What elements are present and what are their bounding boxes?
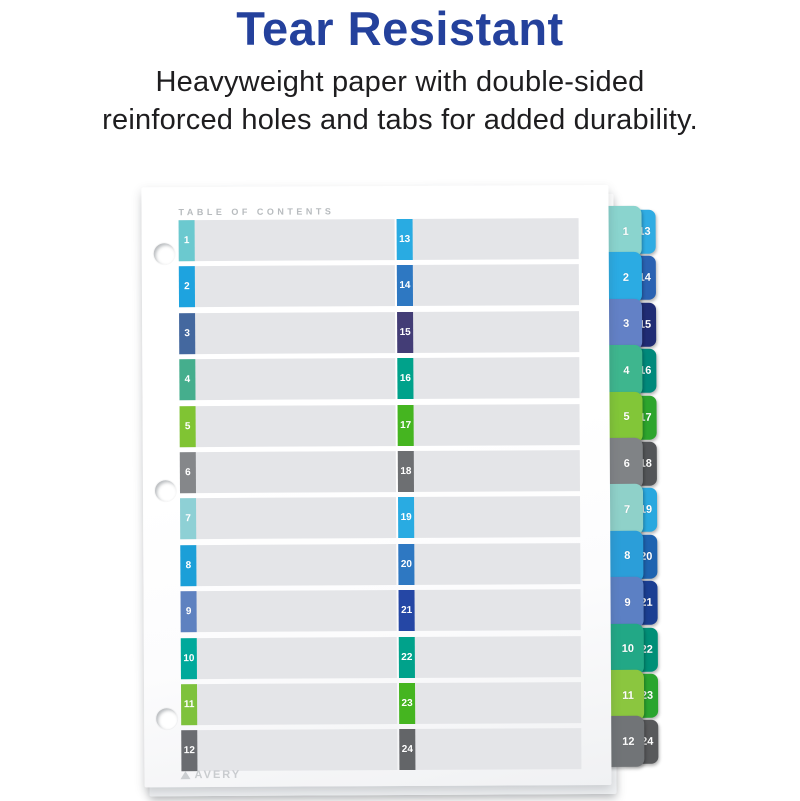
toc-line-23 (398, 682, 582, 725)
toc-line-22 (398, 635, 581, 678)
toc-row-2: 2 14 (142, 264, 609, 308)
row-number-23: 23 (398, 682, 416, 725)
row-number-18: 18 (397, 450, 414, 493)
row-number-13: 13 (396, 218, 413, 261)
divider-product-photo: 13 14 15 16 17 18 19 20 21 22 23 24 1 2 3 4 5 6 7 8 9 10 11 12 … (141, 184, 674, 801)
avery-triangle-icon (180, 771, 191, 780)
toc-line-12 (181, 729, 398, 772)
row-number-24: 24 (399, 729, 416, 771)
toc-line-5 (179, 404, 396, 447)
toc-line-11 (180, 683, 398, 726)
toc-line-17 (397, 403, 580, 446)
avery-logo-text: AVERY (194, 768, 242, 782)
row-number-22: 22 (398, 636, 415, 678)
row-number-2: 2 (178, 266, 196, 308)
toc-line-3 (179, 311, 396, 354)
row-number-10: 10 (180, 637, 197, 679)
punch-hole-bottom (156, 708, 178, 730)
toc-row-12: 12 24 (144, 728, 611, 772)
row-number-19: 19 (398, 497, 415, 539)
toc-line-18 (397, 450, 580, 493)
subtitle-line-2: reinforced holes and tabs for added dura… (102, 104, 698, 136)
toc-rows: 1 13 2 14 3 15 4 16 5 17 6 18 7 19 8 20 9 21 10 22 11 23 12 24 (141, 185, 608, 772)
row-number-14: 14 (396, 265, 414, 307)
toc-line-10 (180, 636, 397, 679)
toc-row-3: 3 15 (142, 310, 609, 354)
toc-line-7 (180, 497, 397, 540)
subtitle-line-1: Heavyweight paper with double-sided (155, 66, 645, 98)
row-number-5: 5 (179, 405, 196, 447)
row-number-11: 11 (180, 684, 198, 726)
row-number-1: 1 (178, 220, 195, 262)
punch-hole-middle (154, 480, 177, 502)
toc-row-11: 11 23 (144, 682, 611, 726)
punch-hole-top (153, 243, 175, 265)
toc-row-5: 5 17 (143, 403, 610, 447)
toc-line-8 (180, 543, 397, 586)
toc-line-19 (398, 496, 581, 539)
row-number-16: 16 (397, 358, 414, 400)
toc-line-1 (178, 219, 395, 262)
toc-line-24 (399, 728, 582, 771)
row-number-15: 15 (397, 311, 414, 353)
toc-heading: TABLE OF CONTENTS (178, 206, 335, 218)
page-title: Tear Resistant (236, 2, 564, 55)
toc-line-2 (178, 265, 396, 308)
table-of-contents-sheet: TABLE OF CONTENTS 1 13 2 14 3 15 4 16 5 17 6 18 7 19 8… (141, 184, 612, 788)
toc-row-7: 7 19 (143, 496, 610, 540)
toc-line-20 (398, 542, 581, 585)
marketing-header: Tear Resistant Heavyweight paper with do… (0, 0, 800, 139)
row-number-17: 17 (397, 404, 414, 446)
row-number-3: 3 (179, 312, 196, 354)
row-number-8: 8 (180, 544, 197, 586)
toc-row-1: 1 13 (142, 218, 609, 262)
row-number-21: 21 (398, 590, 415, 632)
toc-row-10: 10 22 (144, 635, 611, 679)
toc-line-16 (397, 357, 580, 400)
row-number-6: 6 (179, 452, 196, 494)
page-subtitle: Heavyweight paper with double-sided rein… (0, 63, 800, 139)
toc-row-6: 6 18 (143, 450, 610, 494)
row-number-4: 4 (179, 359, 196, 401)
toc-line-6 (179, 451, 396, 494)
toc-line-13 (396, 218, 579, 261)
toc-row-9: 9 21 (144, 589, 611, 633)
row-number-20: 20 (398, 543, 415, 585)
toc-line-4 (179, 358, 396, 401)
row-number-7: 7 (180, 498, 197, 540)
avery-logo: AVERY (180, 769, 241, 781)
row-number-9: 9 (180, 591, 197, 633)
toc-row-4: 4 16 (142, 357, 609, 401)
toc-line-14 (396, 264, 580, 307)
toc-line-15 (397, 310, 580, 353)
toc-row-8: 8 20 (143, 542, 610, 586)
toc-line-9 (180, 590, 397, 633)
row-number-12: 12 (181, 730, 198, 772)
toc-line-21 (398, 589, 581, 632)
